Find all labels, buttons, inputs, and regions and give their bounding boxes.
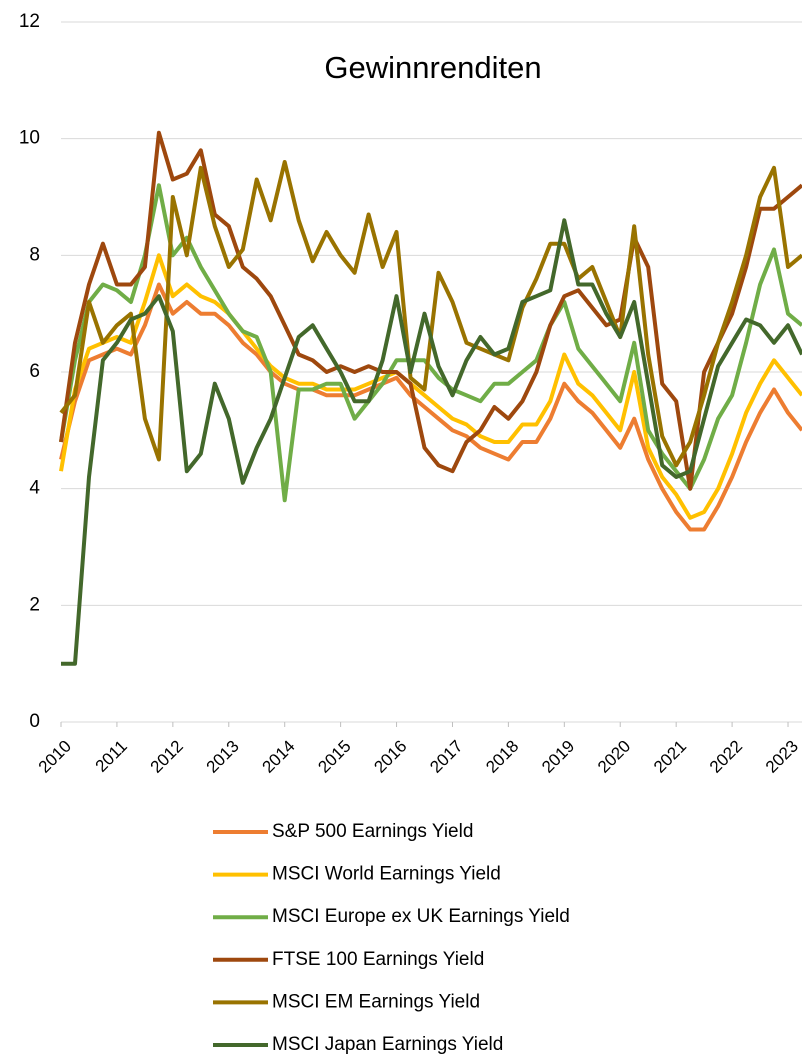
y-tick-label: 8 bbox=[29, 244, 40, 265]
y-tick-label: 10 bbox=[19, 128, 40, 149]
y-tick-label: 2 bbox=[29, 594, 40, 615]
legend-label: MSCI Europe ex UK Earnings Yield bbox=[272, 906, 570, 927]
y-tick-label: 6 bbox=[29, 361, 40, 382]
x-tick-label: 2018 bbox=[482, 737, 522, 777]
x-tick-label: 2022 bbox=[706, 737, 746, 777]
x-tick-label: 2014 bbox=[259, 737, 299, 777]
x-tick-label: 2020 bbox=[594, 737, 634, 777]
x-tick-label: 2017 bbox=[426, 737, 466, 777]
x-tick-label: 2011 bbox=[92, 737, 131, 776]
legend-label: S&P 500 Earnings Yield bbox=[272, 821, 473, 842]
series-line bbox=[59, 282, 802, 532]
chart-title: Gewinnrenditen bbox=[324, 50, 541, 85]
y-tick-label: 0 bbox=[29, 711, 40, 732]
x-tick-label: 2021 bbox=[650, 737, 690, 777]
series-line bbox=[59, 253, 802, 520]
x-tick-label: 2015 bbox=[314, 737, 354, 777]
series-line bbox=[61, 218, 802, 666]
x-tick-label: 2023 bbox=[762, 737, 802, 777]
x-tick-label: 2010 bbox=[35, 737, 75, 777]
series-line bbox=[59, 130, 802, 491]
x-tick-label: 2013 bbox=[203, 737, 243, 777]
x-tick-label: 2016 bbox=[370, 737, 410, 777]
y-tick-label: 4 bbox=[29, 478, 40, 499]
legend-label: FTSE 100 Earnings Yield bbox=[272, 949, 484, 970]
x-tick-label: 2012 bbox=[147, 737, 187, 777]
x-tick-label: 2019 bbox=[538, 737, 578, 777]
legend-label: MSCI World Earnings Yield bbox=[272, 864, 501, 885]
legend-label: MSCI Japan Earnings Yield bbox=[272, 1034, 503, 1055]
y-tick-label: 12 bbox=[19, 11, 40, 32]
legend-label: MSCI EM Earnings Yield bbox=[272, 991, 480, 1012]
series-line bbox=[59, 160, 802, 468]
